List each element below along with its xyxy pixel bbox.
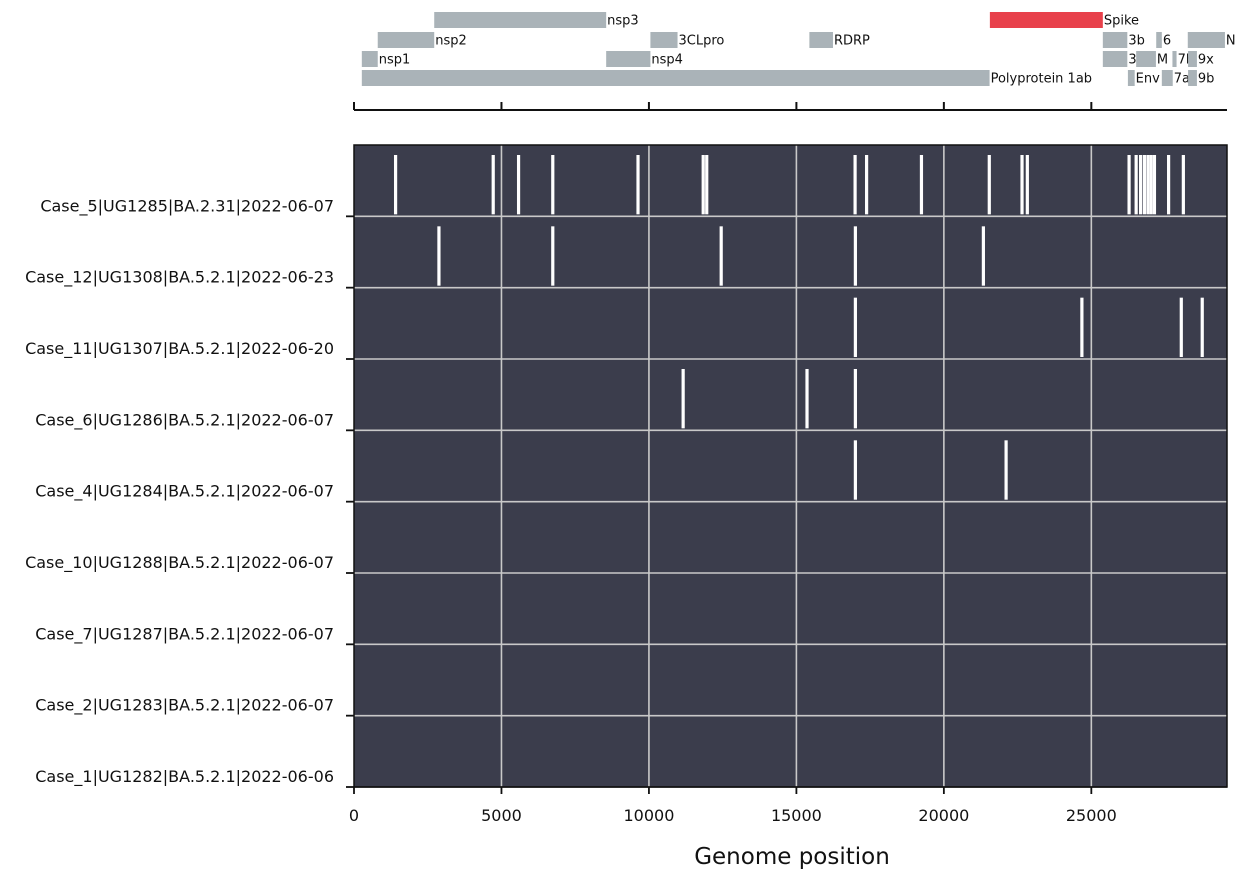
- gene-block: [1102, 32, 1128, 48]
- gene-block: [809, 32, 833, 48]
- mutation-mark: [1200, 297, 1204, 357]
- mutation-mark: [853, 369, 857, 429]
- gene-label: nsp2: [435, 34, 467, 49]
- mutation-mark: [681, 369, 685, 429]
- mutation-marks: [393, 155, 1204, 500]
- mutation-mark: [705, 155, 709, 215]
- gene-label: nsp4: [651, 53, 683, 68]
- gene-label: nsp3: [607, 14, 639, 29]
- row-label: Case_1|UG1282|BA.5.2.1|2022-06-06: [35, 767, 334, 787]
- mutation-mark: [516, 155, 521, 215]
- mutation-mark: [1004, 440, 1008, 500]
- mutation-mark: [1025, 155, 1029, 215]
- gene-block: [377, 32, 435, 48]
- gene-label: 3b: [1128, 34, 1145, 49]
- mutation-mark: [919, 155, 924, 215]
- x-axis-label: Genome position: [694, 844, 890, 869]
- mutation-mark: [981, 226, 985, 286]
- mutation-mark: [719, 226, 723, 286]
- mutation-mark: [1167, 155, 1171, 215]
- x-tick-label: 15000: [771, 806, 822, 825]
- mutation-mark: [1020, 155, 1024, 215]
- row-label: Case_4|UG1284|BA.5.2.1|2022-06-07: [35, 482, 334, 502]
- mutation-mark: [1138, 155, 1143, 215]
- plot-background: [354, 145, 1227, 787]
- gene-label: Spike: [1104, 14, 1139, 29]
- row-label: Case_10|UG1288|BA.5.2.1|2022-06-07: [25, 553, 334, 573]
- row-label: Case_5|UG1285|BA.2.31|2022-06-07: [40, 196, 334, 216]
- gene-block: [1187, 32, 1225, 48]
- gene-block: [361, 51, 378, 67]
- gene-block: [1188, 51, 1197, 67]
- mutation-mark: [1080, 297, 1084, 357]
- row-label: Case_2|UG1283|BA.5.2.1|2022-06-07: [35, 696, 334, 716]
- gene-annotation-track: nsp3Spikensp23CLproRDRP3b6Nnsp1nsp43aM7b…: [361, 12, 1236, 87]
- gene-block: [361, 70, 990, 86]
- mutation-mark: [1127, 155, 1131, 215]
- gene-block: [434, 12, 607, 28]
- gene-label: N: [1226, 34, 1236, 49]
- gene-label: 7a: [1174, 72, 1190, 87]
- mutation-mark: [853, 440, 857, 500]
- gene-block: [1172, 51, 1177, 67]
- gene-label: nsp1: [379, 53, 411, 68]
- mutation-mark: [551, 155, 555, 215]
- mutation-mark: [853, 297, 857, 357]
- mutation-mark: [1146, 155, 1150, 215]
- row-label: Case_12|UG1308|BA.5.2.1|2022-06-23: [25, 268, 334, 288]
- mutation-mark: [701, 155, 705, 215]
- gene-label: 6: [1163, 34, 1171, 49]
- row-label: Case_6|UG1286|BA.5.2.1|2022-06-07: [35, 410, 334, 430]
- mutation-mark: [393, 155, 398, 215]
- mutation-mark: [491, 155, 495, 215]
- mutation-mark: [437, 226, 441, 286]
- gene-block: [989, 12, 1103, 28]
- row-label: Case_11|UG1307|BA.5.2.1|2022-06-20: [25, 339, 334, 359]
- x-tick-label: 5000: [481, 806, 522, 825]
- mutation-mark: [805, 369, 809, 429]
- top-axis: [353, 102, 1227, 111]
- gene-label: Env: [1136, 72, 1160, 87]
- mutation-mark: [864, 155, 869, 215]
- gene-label: 9b: [1198, 72, 1215, 87]
- gene-block: [1136, 51, 1156, 67]
- mutation-mark: [551, 226, 555, 286]
- gene-label: 9x: [1198, 53, 1214, 68]
- mutation-mark: [1134, 155, 1138, 215]
- mutation-mark: [1149, 155, 1153, 215]
- gene-block: [1161, 70, 1173, 86]
- x-tick-label: 10000: [623, 806, 674, 825]
- gene-block: [1188, 70, 1197, 86]
- gene-label: RDRP: [834, 34, 870, 49]
- x-tick-label: 25000: [1066, 806, 1117, 825]
- mutation-mark: [1181, 155, 1185, 215]
- mutation-mark: [636, 155, 640, 215]
- gene-label: 3CLpro: [679, 34, 725, 49]
- mutation-mark: [853, 155, 857, 215]
- row-label: Case_7|UG1287|BA.5.2.1|2022-06-07: [35, 624, 334, 644]
- mutation-mark: [1142, 155, 1147, 215]
- mutation-mark: [1179, 297, 1183, 357]
- mutation-mark: [1152, 155, 1157, 215]
- gene-block: [1102, 51, 1128, 67]
- mutation-mark: [853, 226, 857, 286]
- bottom-axis: 0 5000 10000 15000 20000 25000: [349, 786, 1227, 825]
- row-labels: Case_5|UG1285|BA.2.31|2022-06-07 Case_12|…: [25, 196, 354, 788]
- gene-block: [650, 32, 678, 48]
- gene-label: M: [1157, 53, 1168, 68]
- x-tick-label: 0: [349, 806, 359, 825]
- gene-block: [1156, 32, 1162, 48]
- gene-block: [1127, 70, 1135, 86]
- mutation-mark: [987, 155, 991, 215]
- gene-block: [606, 51, 651, 67]
- gene-label: Polyprotein 1ab: [991, 72, 1092, 87]
- grid-lines: [354, 145, 1227, 787]
- x-tick-label: 20000: [918, 806, 969, 825]
